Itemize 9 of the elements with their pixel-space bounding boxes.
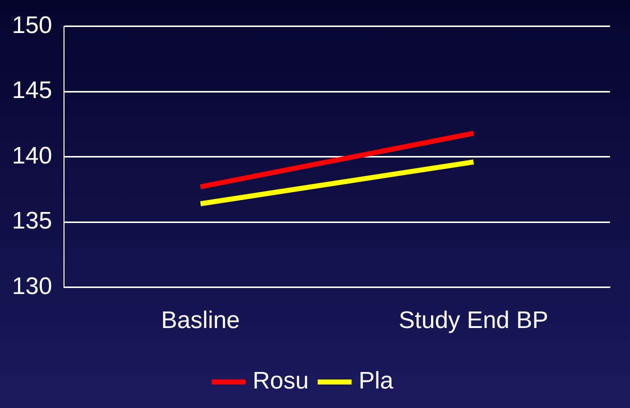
x-tick-label: Basline <box>161 307 240 334</box>
legend-label: Rosu <box>252 368 309 395</box>
y-tick-label: 140 <box>12 142 52 170</box>
y-tick-label: 135 <box>12 208 52 235</box>
y-tick-label: 145 <box>12 77 52 104</box>
legend-label: Pla <box>358 368 394 395</box>
x-tick-label: Study End BP <box>398 307 548 334</box>
y-tick-label: 130 <box>12 272 52 300</box>
y-tick-label: 150 <box>12 12 52 40</box>
